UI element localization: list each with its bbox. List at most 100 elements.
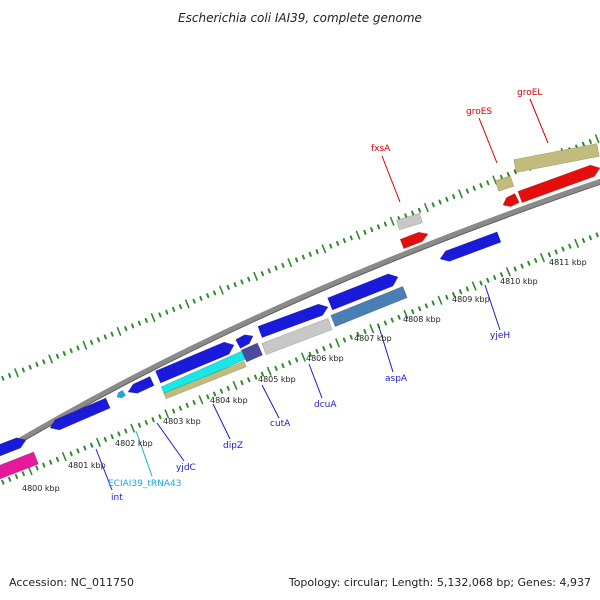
scale-tick bbox=[342, 337, 347, 343]
scale-tick bbox=[158, 414, 162, 420]
scale-tick bbox=[61, 452, 67, 462]
scale-tick bbox=[486, 277, 490, 283]
gene-label-fxsA[interactable]: fxsA bbox=[371, 144, 391, 154]
scale-tick bbox=[151, 417, 155, 423]
scale-tick bbox=[329, 243, 333, 249]
gene-label-dcuA[interactable]: dcuA bbox=[314, 400, 337, 410]
scale-tick bbox=[131, 323, 135, 329]
scale-tick bbox=[199, 295, 203, 301]
scale-tick bbox=[376, 323, 381, 329]
scale-tick bbox=[349, 334, 353, 340]
scale-tick bbox=[479, 280, 483, 286]
scale-tick bbox=[369, 324, 375, 334]
scale-tick bbox=[294, 257, 299, 263]
gene-label-yjdC[interactable]: yjdC bbox=[176, 463, 196, 473]
scale-tick bbox=[534, 257, 538, 263]
scale-tick bbox=[247, 377, 251, 383]
feature-arrow bbox=[327, 273, 399, 311]
kbp-label: 4811 kbp bbox=[549, 258, 587, 267]
scale-tick bbox=[281, 363, 285, 369]
scale-tick bbox=[48, 354, 53, 364]
feature-arrow bbox=[330, 286, 408, 327]
gene-labels: int ECIAI39_tRNA43 yjdC dipZ cutA dcuA a… bbox=[108, 88, 542, 503]
feature-arrow bbox=[494, 175, 515, 192]
scale-tick bbox=[493, 275, 497, 280]
feature-arrow bbox=[127, 376, 155, 394]
feature-arrow bbox=[116, 389, 126, 399]
feature-arrow bbox=[0, 437, 27, 457]
scale-tick bbox=[465, 188, 469, 194]
scale-tick bbox=[144, 317, 148, 323]
scale-tick bbox=[335, 240, 340, 246]
scale-tick bbox=[431, 202, 435, 208]
scale-tick bbox=[342, 238, 347, 244]
leader-line bbox=[261, 384, 280, 419]
scale-tick bbox=[574, 238, 580, 248]
scale-tick bbox=[8, 373, 12, 378]
scale-tick bbox=[424, 303, 428, 309]
scale-tick bbox=[561, 246, 565, 252]
gene-label-int[interactable]: int bbox=[111, 493, 123, 503]
kbp-label: 4802 kbp bbox=[115, 439, 153, 448]
scale-tick bbox=[513, 169, 517, 175]
scale-tick bbox=[321, 244, 327, 254]
scale-tick bbox=[568, 243, 572, 249]
scale-tick bbox=[116, 326, 122, 336]
scale-tick bbox=[226, 385, 230, 391]
scale-tick bbox=[62, 350, 66, 356]
scale-tick bbox=[445, 196, 449, 202]
scale-tick bbox=[172, 306, 176, 312]
gene-label-dipZ[interactable]: dipZ bbox=[223, 441, 243, 451]
scale-tick bbox=[90, 339, 94, 345]
scale-tick bbox=[83, 445, 87, 451]
scale-tick bbox=[82, 340, 88, 350]
gene-label-aspA[interactable]: aspA bbox=[385, 374, 408, 384]
scale-tick bbox=[253, 374, 258, 380]
scale-tick bbox=[21, 367, 25, 373]
scale-tick bbox=[212, 391, 217, 397]
scale-tick bbox=[547, 252, 551, 258]
scale-tick bbox=[301, 352, 306, 362]
feature-arrow bbox=[163, 360, 247, 400]
scale-tick bbox=[308, 251, 312, 257]
gene-label-yjeH[interactable]: yjeH bbox=[490, 331, 510, 341]
scale-tick bbox=[172, 408, 176, 414]
scale-tick bbox=[90, 442, 94, 448]
feature-arrow bbox=[439, 231, 502, 262]
scale-tick bbox=[397, 314, 401, 320]
scale-tick bbox=[588, 139, 592, 144]
scale-tick bbox=[96, 337, 101, 343]
scale-tick bbox=[253, 271, 258, 281]
scale-tick bbox=[42, 359, 46, 365]
gene-label-groEL[interactable]: groEL bbox=[517, 88, 542, 98]
gene-label-groES[interactable]: groES bbox=[466, 107, 492, 117]
feature-arrow bbox=[0, 451, 39, 480]
scale-tick bbox=[581, 141, 586, 147]
gene-label-ECIAI39_tRNA43[interactable]: ECIAI39_tRNA43 bbox=[108, 479, 182, 489]
feature-arrow bbox=[261, 318, 333, 355]
scale-tick bbox=[165, 309, 169, 315]
scale-tick bbox=[288, 360, 292, 366]
feature-track bbox=[0, 143, 600, 480]
gene-label-cutA[interactable]: cutA bbox=[270, 419, 291, 429]
leader-line bbox=[212, 403, 231, 440]
scale-tick bbox=[233, 282, 237, 288]
scale-tick bbox=[355, 230, 361, 240]
feature-arrow bbox=[396, 212, 423, 231]
scale-tick bbox=[424, 203, 429, 213]
scale-tick bbox=[438, 199, 442, 205]
scale-tick bbox=[110, 434, 114, 440]
scale-tick bbox=[486, 180, 490, 186]
scale-tick bbox=[35, 361, 39, 367]
scale-tick bbox=[465, 286, 469, 292]
scale-tick bbox=[240, 279, 244, 285]
scale-tick bbox=[42, 462, 46, 468]
scale-tick bbox=[192, 298, 196, 304]
scale-tick bbox=[431, 300, 435, 306]
scale-tick bbox=[158, 312, 162, 318]
scale-tick bbox=[445, 294, 449, 300]
scale-tick bbox=[452, 194, 456, 200]
scale-tick bbox=[110, 331, 114, 337]
scale-tick bbox=[315, 348, 319, 354]
